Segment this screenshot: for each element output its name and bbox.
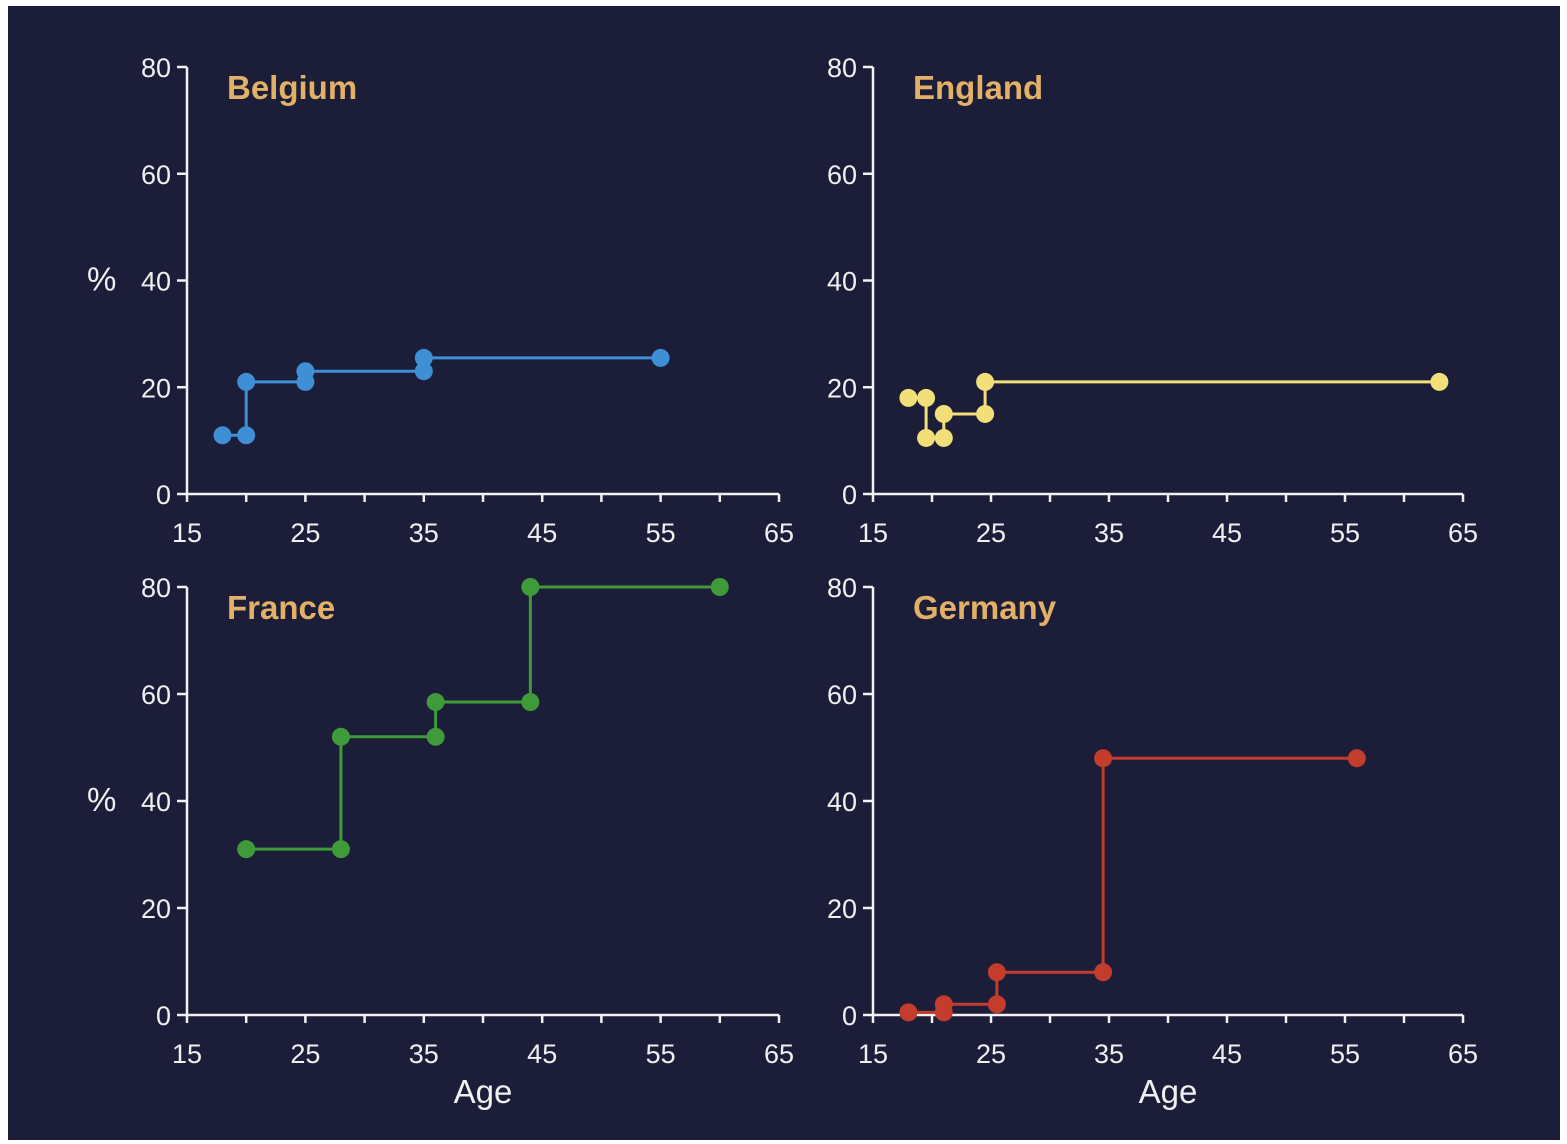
y-tick-label: 0 — [156, 1001, 171, 1031]
x-tick-label: 35 — [409, 1039, 439, 1069]
x-tick-label: 45 — [527, 1039, 557, 1069]
y-tick-label: 60 — [141, 680, 171, 710]
x-tick-label: 45 — [527, 518, 557, 548]
x-tick-label: 25 — [290, 1039, 320, 1069]
x-tick-label: 55 — [1330, 518, 1360, 548]
x-tick-label: 15 — [172, 518, 202, 548]
y-tick-label: 0 — [842, 1001, 857, 1031]
y-tick-label: 80 — [141, 573, 171, 603]
series-line — [222, 356, 661, 437]
x-tick-label: 55 — [646, 1039, 676, 1069]
data-point — [331, 727, 350, 746]
x-tick-label: 35 — [1094, 1039, 1124, 1069]
data-point — [899, 388, 918, 407]
y-tick-label: 80 — [827, 53, 857, 83]
y-tick-label: 20 — [141, 373, 171, 403]
panel-england: 15 25 35 45 55 65 0 20 40 60 80 England — [827, 53, 1478, 548]
data-point — [976, 404, 995, 423]
y-tick-label: 40 — [141, 267, 171, 297]
x-tick-label: 65 — [1448, 518, 1478, 548]
x-tick-label: 65 — [764, 518, 794, 548]
x-tick-label: 45 — [1212, 1039, 1242, 1069]
y-tick-label: 80 — [141, 53, 171, 83]
panel-title: England — [913, 69, 1043, 106]
data-point — [934, 404, 953, 423]
x-tick-label: 15 — [858, 1039, 888, 1069]
data-point — [414, 362, 433, 381]
data-point — [651, 348, 670, 367]
data-point — [426, 693, 445, 712]
y-tick-label: 20 — [141, 894, 171, 924]
data-point — [710, 578, 729, 596]
panel-france: 15 25 35 45 55 65 0 20 40 60 80 France% Age — [87, 573, 794, 1110]
x-tick-label: 25 — [976, 518, 1006, 548]
y-tick-label: 40 — [827, 267, 857, 297]
data-point — [331, 840, 350, 859]
y-tick-label: 40 — [827, 787, 857, 817]
data-point — [899, 1003, 918, 1022]
data-point — [237, 840, 256, 859]
panel-title: France — [227, 589, 335, 626]
data-point — [976, 372, 995, 391]
data-point — [934, 995, 953, 1014]
data-point — [237, 426, 256, 445]
data-point — [414, 348, 433, 367]
x-tick-label: 35 — [409, 518, 439, 548]
figure-background — [8, 6, 1560, 1140]
data-point — [934, 428, 953, 447]
data-point — [521, 693, 540, 712]
x-axis-label: Age — [1139, 1073, 1198, 1110]
y-tick-label: 40 — [141, 787, 171, 817]
data-point — [213, 426, 232, 445]
data-point — [1094, 963, 1113, 982]
series-line — [246, 585, 720, 851]
x-tick-label: 55 — [646, 518, 676, 548]
y-axis-label: % — [87, 261, 116, 298]
y-axis-label: % — [87, 781, 116, 818]
panel-title: Germany — [913, 589, 1057, 626]
x-tick-label: 65 — [764, 1039, 794, 1069]
y-tick-label: 20 — [827, 894, 857, 924]
data-point — [521, 578, 540, 596]
y-tick-label: 20 — [827, 373, 857, 403]
data-point — [1094, 749, 1113, 768]
data-point — [296, 362, 315, 381]
x-tick-label: 55 — [1330, 1039, 1360, 1069]
series-line — [908, 756, 1357, 1014]
data-point — [426, 727, 445, 746]
y-tick-label: 60 — [141, 160, 171, 190]
data-point — [987, 995, 1006, 1014]
y-tick-label: 60 — [827, 160, 857, 190]
x-tick-label: 45 — [1212, 518, 1242, 548]
panel-belgium: 15 25 35 45 55 65 0 20 40 60 80 Belgium% — [87, 53, 794, 548]
y-tick-label: 60 — [827, 680, 857, 710]
y-tick-label: 0 — [842, 480, 857, 510]
data-point — [1430, 372, 1449, 391]
panel-title: Belgium — [227, 69, 357, 106]
x-tick-label: 15 — [172, 1039, 202, 1069]
y-tick-label: 0 — [156, 480, 171, 510]
x-axis-label: Age — [454, 1073, 513, 1110]
panel-germany: 15 25 35 45 55 65 0 20 40 60 80 Germany Age — [827, 573, 1478, 1110]
x-tick-label: 65 — [1448, 1039, 1478, 1069]
data-point — [1347, 749, 1366, 768]
data-point — [237, 372, 256, 391]
x-tick-label: 25 — [290, 518, 320, 548]
x-tick-label: 15 — [858, 518, 888, 548]
data-point — [987, 963, 1006, 982]
x-tick-label: 35 — [1094, 518, 1124, 548]
data-point — [917, 388, 936, 407]
data-point — [917, 428, 936, 447]
y-tick-label: 80 — [827, 573, 857, 603]
x-tick-label: 25 — [976, 1039, 1006, 1069]
